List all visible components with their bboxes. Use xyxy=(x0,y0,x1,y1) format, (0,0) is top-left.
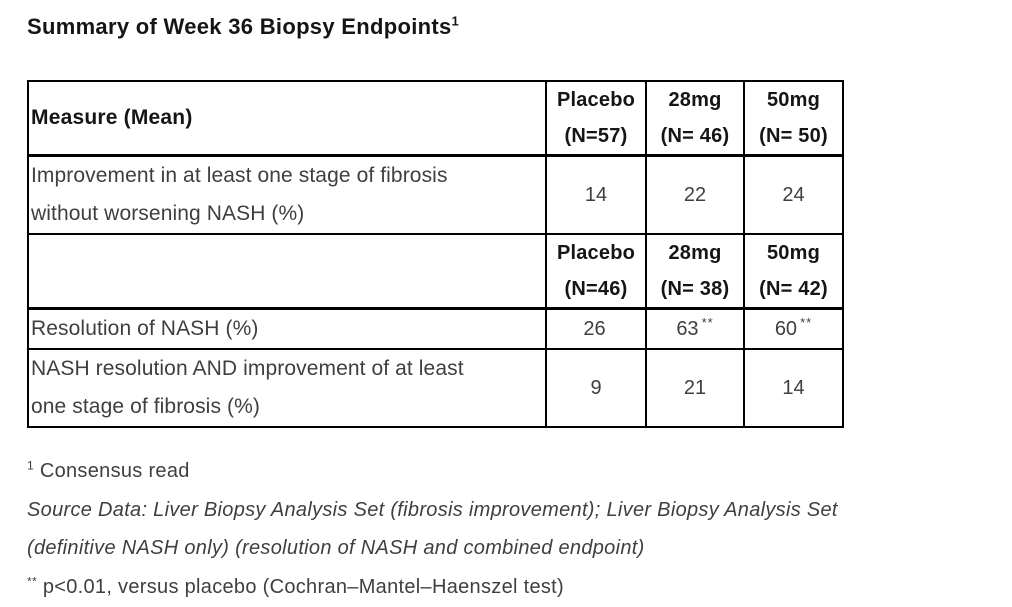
table-row-combined-endpoint: NASH resolution AND improvement of at le… xyxy=(27,348,844,428)
dose28-header-cell: 28mg (N= 46) xyxy=(645,80,745,157)
dose28-header2-n: (N= 38) xyxy=(660,278,730,300)
combined-50mg-value: 14 xyxy=(743,348,844,428)
footnotes: 1 Consensus read Source Data: Liver Biop… xyxy=(27,452,985,606)
combined-label-line-2: one stage of fibrosis (%) xyxy=(31,395,260,418)
empty-header-cell xyxy=(27,233,547,310)
placebo-header-cell: Placebo (N=57) xyxy=(545,80,647,157)
dose28-header2-name: 28mg xyxy=(668,242,722,264)
page-title: Summary of Week 36 Biopsy Endpoints1 xyxy=(27,14,985,40)
fibrosis-label-line-1: Improvement in at least one stage of fib… xyxy=(31,164,448,187)
table-header-row-2: Placebo (N=46) 28mg (N= 38) 50mg (N= 42) xyxy=(27,233,844,310)
dose50-header2-n: (N= 42) xyxy=(759,278,828,300)
table-row-nash-resolution: Resolution of NASH (%) 26 63 ** 60 ** xyxy=(27,307,844,350)
placebo-header2-cell: Placebo (N=46) xyxy=(545,233,647,310)
footnote-significance: ** p<0.01, versus placebo (Cochran–Mante… xyxy=(27,568,985,607)
dose28-header2-cell: 28mg (N= 38) xyxy=(645,233,745,310)
dose28-header-n: (N= 46) xyxy=(660,125,730,147)
footnote-significance-marker: ** xyxy=(27,573,37,588)
resolution-row-label: Resolution of NASH (%) xyxy=(27,307,547,350)
fibrosis-row-label: Improvement in at least one stage of fib… xyxy=(27,154,547,235)
dose50-header2-name: 50mg xyxy=(766,242,821,264)
fibrosis-label-line-2: without worsening NASH (%) xyxy=(31,202,305,225)
footnote-consensus-text: Consensus read xyxy=(39,460,190,482)
page-title-text: Summary of Week 36 Biopsy Endpoints xyxy=(27,14,452,39)
combined-row-label: NASH resolution AND improvement of at le… xyxy=(27,348,547,428)
footnote-consensus-marker: 1 xyxy=(27,458,34,473)
measure-header-cell: Measure (Mean) xyxy=(27,80,547,157)
title-footnote-marker: 1 xyxy=(451,13,460,29)
footnote-consensus: 1 Consensus read xyxy=(27,452,985,491)
footnote-significance-text: p<0.01, versus placebo (Cochran–Mantel–H… xyxy=(42,575,564,598)
combined-28mg-value: 21 xyxy=(645,348,745,428)
combined-placebo-value: 9 xyxy=(545,348,647,428)
biopsy-endpoints-table: Measure (Mean) Placebo (N=57) 28mg (N= 4… xyxy=(27,80,844,428)
combined-label-line-1: NASH resolution AND improvement of at le… xyxy=(31,357,464,380)
fibrosis-50mg-value: 24 xyxy=(743,154,844,235)
dose50-header-n: (N= 50) xyxy=(759,125,828,147)
resolution-placebo-number: 26 xyxy=(583,317,606,340)
dose50-header-cell: 50mg (N= 50) xyxy=(743,80,844,157)
table-header-row-1: Measure (Mean) Placebo (N=57) 28mg (N= 4… xyxy=(27,80,844,157)
dose28-header-name: 28mg xyxy=(668,89,722,111)
significance-marker: ** xyxy=(701,314,714,330)
fibrosis-28mg-value: 22 xyxy=(645,154,745,235)
significance-marker: ** xyxy=(800,314,813,330)
placebo-header-n: (N=57) xyxy=(564,125,628,147)
footnote-source-line-2: (definitive NASH only) (resolution of NA… xyxy=(27,537,645,559)
resolution-50mg-number: 60 xyxy=(774,317,798,340)
table-row-fibrosis-improvement: Improvement in at least one stage of fib… xyxy=(27,154,844,235)
dose50-header2-cell: 50mg (N= 42) xyxy=(743,233,844,310)
resolution-28mg-value: 63 ** xyxy=(645,307,745,350)
resolution-28mg-number: 63 xyxy=(676,317,699,340)
placebo-header2-n: (N=46) xyxy=(564,278,628,300)
fibrosis-placebo-value: 14 xyxy=(545,154,647,235)
placebo-header-name: Placebo xyxy=(556,89,636,111)
resolution-placebo-value: 26 xyxy=(545,307,647,350)
footnote-source-line-1: Source Data: Liver Biopsy Analysis Set (… xyxy=(27,498,838,521)
dose50-header-name: 50mg xyxy=(766,89,821,111)
resolution-50mg-value: 60 ** xyxy=(743,307,844,350)
placebo-header2-name: Placebo xyxy=(556,242,636,264)
resolution-label-line: Resolution of NASH (%) xyxy=(31,317,259,340)
